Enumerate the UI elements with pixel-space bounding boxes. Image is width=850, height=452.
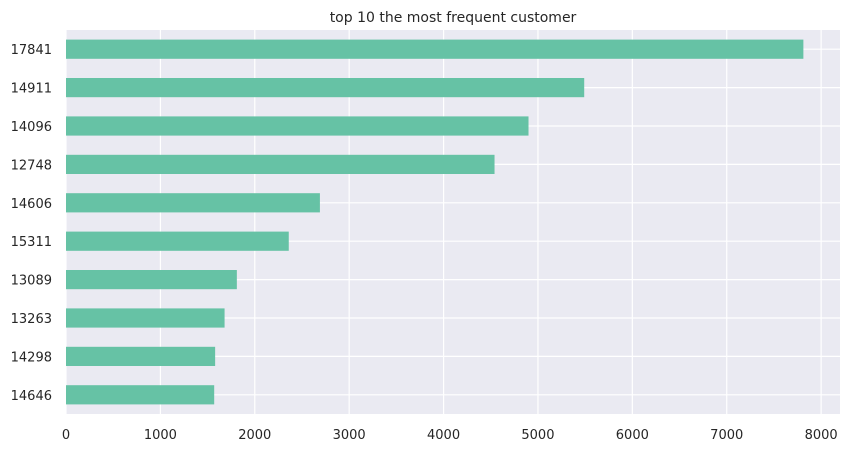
bar-14646 [66,385,215,405]
bar-14606 [66,193,320,213]
bars [66,39,804,405]
bar-12748 [66,154,495,174]
y-axis-tick-labels: 17841 14911 14096 12748 14606 15311 13089 13263… [11,43,52,404]
bar-14298 [66,346,216,366]
x-tick-label: 6000 [616,428,649,443]
x-tick-label: 1000 [144,428,177,443]
x-tick-label: 8000 [805,428,838,443]
bar-17841 [66,39,804,59]
y-tick-label: 14096 [11,120,52,135]
x-axis-tick-labels: 0 1000 2000 3000 4000 5000 6000 7000 8000 [62,428,838,443]
y-tick-label: 15311 [11,235,52,250]
bar-14911 [66,78,585,98]
y-tick-label: 14646 [11,389,52,404]
chart-title: top 10 the most frequent customer [330,10,577,26]
x-tick-label: 0 [62,428,70,443]
y-tick-label: 13089 [11,274,52,289]
bar-13089 [66,270,237,290]
x-tick-label: 3000 [333,428,366,443]
y-tick-label: 14911 [11,82,52,97]
x-tick-label: 2000 [238,428,271,443]
bar-15311 [66,231,289,251]
x-tick-label: 5000 [521,428,554,443]
x-tick-label: 4000 [427,428,460,443]
y-tick-label: 14606 [11,197,52,212]
bar-13263 [66,308,225,328]
y-tick-label: 14298 [11,350,52,365]
y-tick-label: 12748 [11,158,52,173]
bar-14096 [66,116,529,136]
y-tick-label: 13263 [11,312,52,327]
x-tick-label: 7000 [710,428,743,443]
y-tick-label: 17841 [11,43,52,58]
